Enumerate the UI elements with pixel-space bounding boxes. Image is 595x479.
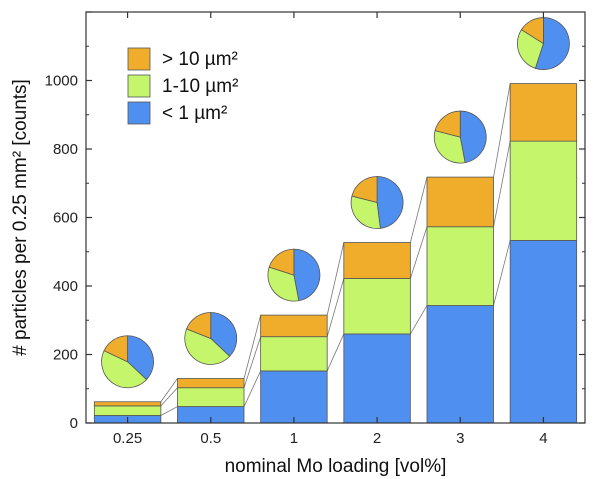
x-tick-label: 0.25 [113, 430, 142, 447]
connector-line [160, 406, 178, 416]
pie-slice-1 [267, 266, 300, 302]
pie-slice-0 [376, 176, 404, 229]
pie-slice-2 [351, 176, 378, 204]
bar-segment-2 [509, 83, 578, 142]
bar-segment-2 [260, 314, 328, 338]
pie-slice-0 [127, 335, 154, 381]
legend-swatch [127, 74, 151, 98]
legend: > 10 µm² 1-10 µm² < 1 µm² [127, 47, 238, 125]
connector-line [409, 226, 428, 279]
connector-line [410, 305, 428, 335]
pie-insets [101, 17, 570, 389]
pie-slice-1 [517, 29, 544, 69]
bar-segment-0 [426, 305, 494, 424]
connector-line [326, 333, 345, 372]
y-tick-label: 0 [70, 415, 78, 432]
y-tick-label: 400 [53, 278, 78, 295]
bar-segment-0 [260, 370, 328, 424]
x-tick-label: 2 [373, 430, 381, 447]
x-axis: 0.25 0.5 1 2 3 4 [113, 12, 548, 447]
x-tick-label: 1 [290, 430, 298, 447]
pie-slice-0 [210, 312, 238, 357]
pie-chart [267, 248, 321, 302]
bars [93, 83, 578, 424]
connector-line [409, 176, 428, 243]
pie-slice-2 [268, 248, 295, 276]
connector-line [243, 315, 262, 379]
pie-chart [350, 176, 404, 229]
bar-segment-1 [343, 278, 411, 335]
legend-label: < 1 µm² [162, 103, 227, 124]
legend-label: 1-10 µm² [162, 76, 238, 97]
x-tick-label: 0.5 [200, 430, 221, 447]
connector-line [493, 83, 511, 178]
connector-line [160, 378, 178, 402]
pie-slice-2 [434, 110, 461, 138]
connector-line [243, 370, 262, 407]
y-tick-label: 200 [53, 347, 78, 364]
bar-segment-1 [509, 140, 578, 241]
x-axis-title: nominal Mo loading [vol%] [225, 456, 447, 477]
pie-slice-2 [103, 335, 128, 363]
pie-chart [517, 17, 570, 70]
connector-line [493, 240, 511, 306]
connector-line [243, 336, 262, 388]
pie-slice-1 [350, 195, 381, 229]
pie-chart [433, 110, 487, 164]
pie-slice-1 [101, 350, 148, 389]
bar-segment-2 [93, 401, 162, 407]
bar-segment-2 [426, 176, 494, 228]
connector-line [326, 242, 345, 316]
legend-swatch [127, 47, 151, 71]
bar-segment-0 [509, 240, 578, 424]
bar-segment-1 [260, 336, 328, 372]
y-tick-label: 600 [53, 210, 78, 227]
pie-slice-0 [293, 248, 321, 302]
y-axis: 0 200 400 600 800 1000 [45, 11, 585, 432]
y-tick-label: 1000 [45, 73, 78, 90]
connector-line [160, 387, 178, 407]
x-tick-label: 4 [539, 430, 547, 447]
legend-swatch [127, 101, 151, 125]
bar-segment-2 [177, 378, 245, 389]
y-axis-title: # particles per 0.25 mm² [counts] [10, 79, 31, 356]
pie-slice-0 [534, 17, 570, 70]
y-tick-label: 800 [53, 141, 78, 158]
bar-segment-1 [93, 405, 162, 416]
bar-segment-2 [343, 242, 411, 279]
connector-lines [160, 83, 511, 416]
pie-slice-0 [459, 110, 487, 164]
bar-segment-0 [343, 333, 411, 424]
pie-slice-1 [433, 130, 466, 164]
pie-chart [101, 335, 154, 389]
bar-segment-1 [426, 226, 494, 306]
pie-slice-1 [184, 328, 231, 365]
legend-label: > 10 µm² [162, 49, 238, 70]
connector-line [326, 278, 345, 337]
connector-line [493, 141, 511, 227]
x-tick-label: 3 [456, 430, 464, 447]
pie-slice-2 [186, 312, 212, 340]
bar-segment-1 [177, 387, 245, 407]
pie-chart [184, 312, 238, 365]
